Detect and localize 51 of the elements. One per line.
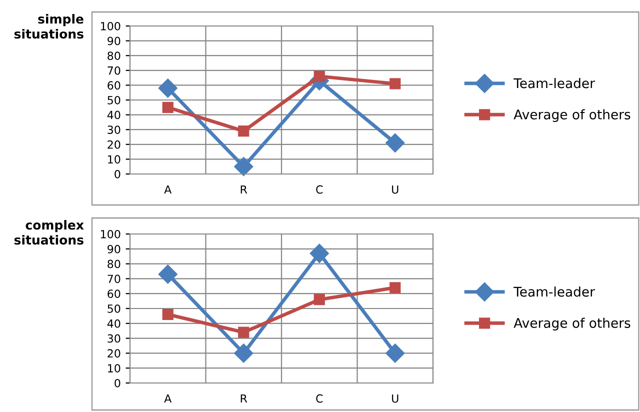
x-tick-label: C bbox=[316, 185, 323, 194]
point bbox=[386, 133, 405, 152]
x-tick-label: C bbox=[316, 394, 323, 403]
point bbox=[234, 344, 254, 363]
y-tick-label: 50 bbox=[108, 96, 120, 104]
x-tick-label: R bbox=[240, 394, 248, 403]
y-tick-label: 60 bbox=[108, 290, 120, 298]
y-tick-label: 60 bbox=[108, 81, 120, 90]
x-tick-label: U bbox=[392, 394, 398, 403]
y-tick-label: 100 bbox=[100, 22, 120, 30]
y-tick-label: 30 bbox=[108, 126, 120, 134]
legend-label: Team-leader bbox=[514, 286, 596, 297]
point bbox=[390, 282, 401, 294]
point bbox=[238, 326, 250, 338]
y-tick-label: 90 bbox=[108, 244, 120, 254]
y-tick-label: 50 bbox=[108, 304, 120, 313]
y-tick-label: 0 bbox=[114, 378, 120, 388]
y-tick-label: 100 bbox=[100, 230, 120, 238]
point bbox=[234, 157, 254, 176]
x-tick-label: R bbox=[240, 185, 248, 194]
y-tick-label: 10 bbox=[108, 155, 120, 164]
y-tick-label: 70 bbox=[108, 274, 120, 284]
y-tick-label: 10 bbox=[108, 364, 120, 372]
y-tick-label: 90 bbox=[108, 36, 120, 46]
y-tick-label: 80 bbox=[108, 52, 120, 60]
point bbox=[314, 70, 325, 82]
y-tick-label: 80 bbox=[108, 260, 120, 268]
point bbox=[238, 126, 250, 137]
x-tick-label: A bbox=[164, 185, 172, 194]
x-tick-label: A bbox=[164, 394, 172, 403]
y-tick-label: 30 bbox=[108, 334, 120, 343]
point bbox=[390, 78, 401, 90]
chart-title: complex situations bbox=[14, 220, 84, 245]
point bbox=[158, 78, 178, 98]
point bbox=[162, 308, 174, 320]
y-tick-label: 70 bbox=[108, 66, 120, 75]
y-tick-label: 40 bbox=[107, 110, 120, 120]
y-tick-label: 0 bbox=[114, 170, 120, 178]
point bbox=[310, 244, 329, 263]
legend-label: Average of others bbox=[514, 109, 630, 122]
point bbox=[162, 102, 174, 113]
point bbox=[386, 344, 405, 363]
chart-title: simple situations bbox=[14, 14, 84, 39]
x-tick-label: U bbox=[392, 185, 398, 194]
point bbox=[158, 264, 178, 284]
y-tick-label: 20 bbox=[108, 140, 120, 149]
y-tick-label: 40 bbox=[107, 319, 120, 328]
y-tick-label: 20 bbox=[108, 349, 120, 358]
point bbox=[314, 294, 325, 306]
legend-label: Team-leader bbox=[514, 78, 596, 88]
legend-label: Average of others bbox=[514, 318, 630, 331]
